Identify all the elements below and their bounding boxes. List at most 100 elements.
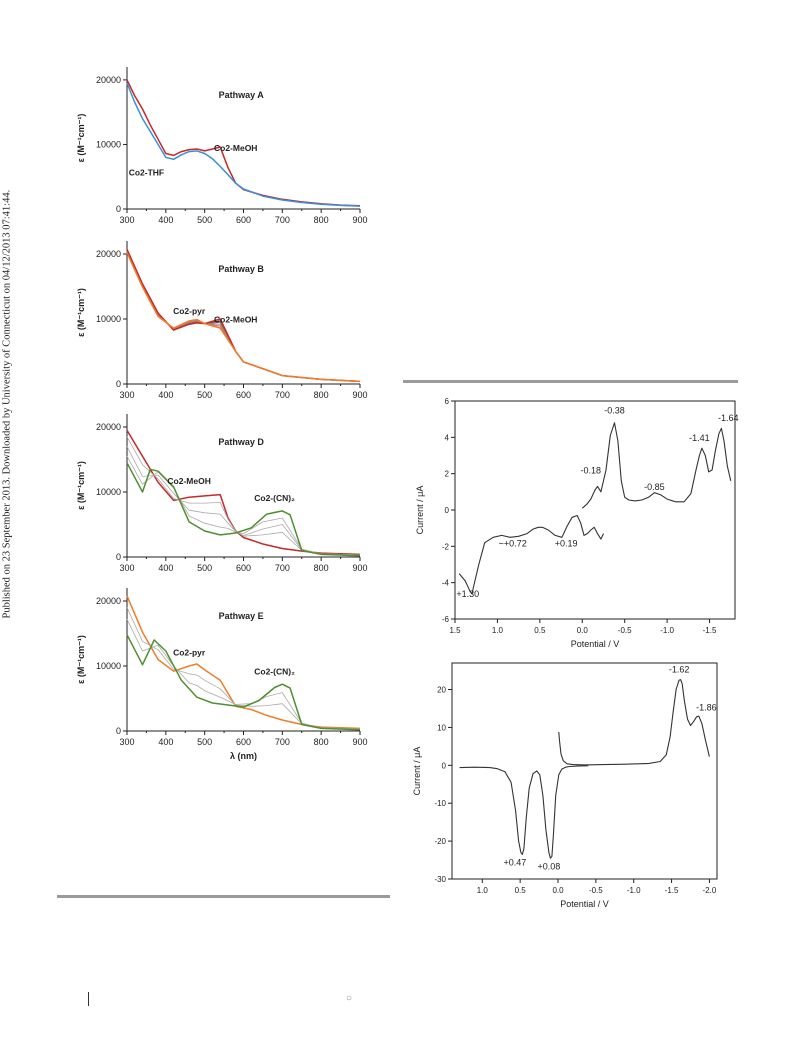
annotation-label: Co2-pyr (173, 648, 206, 658)
x-tick-label: 400 (158, 563, 173, 573)
x-tick-label: -0.5 (618, 626, 632, 635)
y-tick-label: 10 (437, 723, 446, 732)
annotation-label: -0.85 (644, 482, 665, 492)
x-tick-label: 800 (314, 390, 329, 400)
annotation-label: Co2-MeOH (214, 143, 257, 153)
series-line-1 (458, 514, 604, 595)
x-tick-label: 300 (119, 737, 134, 747)
x-tick-label: 1.5 (449, 626, 461, 635)
chart-title: Pathway B (218, 264, 264, 274)
annotation-label: +0.08 (538, 862, 561, 872)
y-tick-label: -10 (434, 799, 446, 808)
annotation-label: Co2-MeOH (167, 476, 210, 486)
footer-mark: ○ (346, 993, 353, 1004)
y-axis-label: ε (M⁻¹cm⁻¹) (76, 114, 86, 163)
x-tick-label: 0.5 (515, 886, 527, 895)
y-axis-label: Current / μA (412, 747, 422, 796)
annotation-label: -1.86 (696, 702, 717, 712)
y-tick-label: 20000 (96, 75, 121, 85)
x-tick-label: -1.5 (703, 626, 717, 635)
y-tick-label: -20 (434, 837, 446, 846)
y-tick-label: 10000 (96, 487, 121, 497)
x-tick-label: 500 (197, 215, 212, 225)
series-line-2 (581, 422, 732, 509)
x-tick-label: 900 (352, 737, 367, 747)
chart-title: Pathway A (219, 90, 265, 100)
y-tick-label: 20000 (96, 249, 121, 259)
x-tick-label: 700 (275, 215, 290, 225)
y-tick-label: 0 (116, 726, 121, 736)
series-line-3 (126, 446, 361, 556)
series-line-5 (126, 462, 361, 557)
y-tick-label: 20000 (96, 596, 121, 606)
y-axis-label: ε (M⁻¹cm⁻¹) (76, 288, 86, 337)
x-tick-label: -1.5 (665, 886, 679, 895)
x-tick-label: 1.0 (477, 886, 489, 895)
x-tick-label: 600 (236, 215, 251, 225)
annotation-label: +0.19 (555, 538, 578, 548)
annotation-label: -0.18 (580, 466, 601, 476)
y-tick-label: 2 (445, 470, 450, 479)
x-tick-label: 600 (236, 563, 251, 573)
x-tick-label: 700 (275, 390, 290, 400)
x-tick-label: 1.0 (492, 626, 504, 635)
annotation-label: -0.38 (604, 406, 625, 416)
x-axis-label: λ (nm) (230, 751, 257, 761)
x-tick-label: 600 (236, 390, 251, 400)
y-tick-label: 6 (445, 397, 450, 406)
annotation-label: -1.41 (689, 433, 710, 443)
x-tick-label: -1.0 (627, 886, 641, 895)
series-line-1 (459, 765, 589, 859)
annotation-label: Co2-THF (129, 167, 164, 177)
footer-bar (88, 992, 89, 1006)
series-line-4 (126, 634, 361, 731)
y-tick-label: -4 (442, 579, 450, 588)
chart-2: 300 400 500 600 700 800 900 0 10000 20000 ε (M⁻¹cm… (76, 241, 368, 400)
annotation-label: Co2-(CN)₂ (254, 666, 295, 676)
x-tick-label: 500 (197, 737, 212, 747)
x-tick-label: 0.0 (552, 886, 564, 895)
x-tick-label: 500 (197, 563, 212, 573)
annotation-label: -1.64 (718, 413, 739, 423)
y-tick-label: 10000 (96, 314, 121, 324)
y-tick-label: -30 (434, 875, 446, 884)
chart-1: 300 400 500 600 700 800 900 0 10000 20000 ε (M⁻¹cm… (76, 67, 368, 225)
y-tick-label: 0 (116, 204, 121, 214)
divider-right-top (403, 380, 738, 383)
x-tick-label: -2.0 (703, 886, 717, 895)
x-axis-label: Potential / V (560, 899, 609, 909)
x-tick-label: 900 (352, 390, 367, 400)
y-tick-label: 20000 (96, 422, 121, 432)
series-line-1 (126, 429, 361, 556)
annotation-label: Co2-(CN)₂ (254, 493, 295, 503)
series-line-4 (126, 456, 361, 556)
chart-title: Pathway D (218, 437, 264, 447)
chart-5: 1.5 1.0 0.5 0.0 -0.5 -1.0 -1.5 -6 -4 -2 0 2 4 6 Curren… (415, 397, 738, 649)
x-tick-label: 700 (275, 563, 290, 573)
annotation-label: ~+0.72 (499, 538, 527, 548)
x-tick-label: 900 (352, 215, 367, 225)
x-tick-label: -0.5 (589, 886, 603, 895)
y-axis-label: ε (M⁻¹cm⁻¹) (76, 461, 86, 510)
y-axis-label: ε (M⁻¹cm⁻¹) (76, 635, 86, 684)
series-line-6 (126, 252, 361, 383)
chart-4: 300 400 500 600 700 800 900 0 10000 20000 ε (M⁻¹cm… (76, 588, 368, 761)
annotation-label: Co2-MeOH (214, 314, 257, 324)
y-tick-label: 0 (442, 761, 447, 770)
series-line-1 (126, 595, 361, 730)
annotation-label: +0.47 (503, 858, 526, 868)
y-tick-label: 0 (445, 506, 450, 515)
annotation-label: Co2-pyr (173, 306, 206, 316)
x-tick-label: 800 (314, 737, 329, 747)
annotation-label: +1.30 (456, 589, 479, 599)
series-line-2 (126, 607, 361, 730)
chart-6: 1.0 0.5 0.0 -0.5 -1.0 -1.5 -2.0 -30 -20 -10 0 10 20 C… (412, 662, 718, 909)
y-tick-label: 0 (116, 379, 121, 389)
y-tick-label: -6 (442, 615, 450, 624)
x-tick-label: 500 (197, 390, 212, 400)
y-tick-label: 4 (445, 433, 450, 442)
x-tick-label: 300 (119, 390, 134, 400)
x-tick-label: 700 (275, 737, 290, 747)
y-tick-label: -2 (442, 542, 450, 551)
